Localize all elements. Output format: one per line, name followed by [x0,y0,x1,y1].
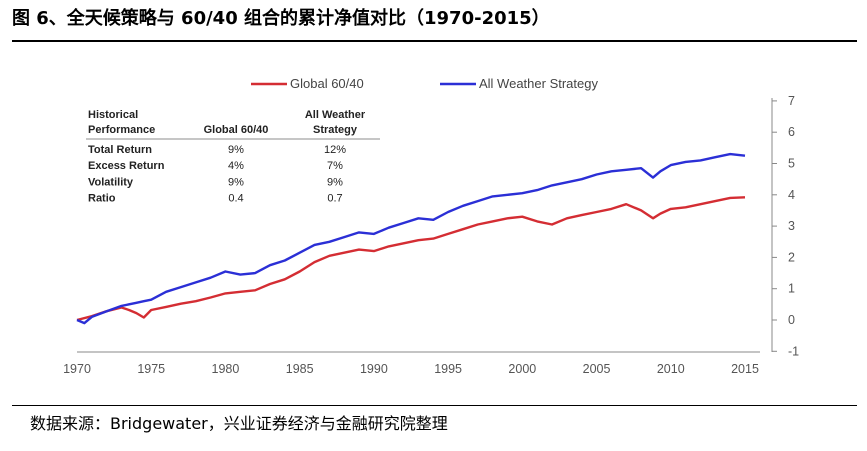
y-tick-label-1: 1 [788,282,795,296]
legend-label-global-6040: Global 60/40 [290,76,364,91]
x-tick-label-2010: 2010 [657,362,685,376]
x-tick-label-1995: 1995 [434,362,462,376]
x-tick-label-1985: 1985 [286,362,314,376]
title-rule [12,40,857,42]
legend-label-all-weather: All Weather Strategy [479,76,598,91]
table-cell-r3-c2: 0.7 [327,193,342,205]
y-tick-label-6: 6 [788,125,795,139]
table-cell-r1-c0: Excess Return [88,160,165,172]
table-cell-r1-c2: 7% [327,160,343,172]
table-cell-r0-c0: Total Return [88,144,152,156]
series-line-all-weather [76,152,746,325]
table-header-col2-line2: Strategy [313,124,358,136]
x-tick-label-1990: 1990 [360,362,388,376]
x-tick-label-2005: 2005 [583,362,611,376]
table-cell-r2-c2: 9% [327,176,343,188]
y-tick-label-5: 5 [788,157,795,171]
y-axis-ticks: 7 6 5 4 3 2 1 0 -1 [772,94,799,358]
table-cell-r2-c0: Volatility [88,176,134,188]
table-header-col0-line2: Performance [88,124,155,136]
y-tick-label-2: 2 [788,250,795,264]
x-tick-label-2015: 2015 [731,362,759,376]
table-cell-r2-c1: 9% [228,176,244,188]
source-rule [12,405,857,406]
figure-title: 图 6、全天候策略与 60/40 组合的累计净值对比（1970-2015） [12,8,550,29]
y-tick-label-4: 4 [788,188,795,202]
legend: Global 60/40 All Weather Strategy [251,76,598,91]
table-header-col2-line1: All Weather [305,109,366,121]
performance-table: Historical Performance Global 60/40 All … [80,103,385,211]
table-header-col1: Global 60/40 [204,124,269,136]
table-rows: Total Return 9% 12% Excess Return 4% 7% Volati… [88,144,346,205]
y-tick-label-0: 0 [788,313,795,327]
source-note: 数据来源：Bridgewater，兴业证券经济与金融研究院整理 [30,414,448,433]
table-cell-r1-c1: 4% [228,160,244,172]
y-tick-label--1: -1 [788,344,799,358]
x-tick-label-1980: 1980 [212,362,240,376]
x-tick-label-2000: 2000 [508,362,536,376]
table-cell-r3-c0: Ratio [88,193,116,205]
table-header-col0-line1: Historical [88,109,138,121]
table-cell-r0-c1: 9% [228,144,244,156]
table-background [80,103,385,211]
x-tick-label-1970: 1970 [63,362,91,376]
y-tick-label-7: 7 [788,94,795,108]
table-cell-r0-c2: 12% [324,144,346,156]
series-line-global-6040 [76,196,746,322]
x-axis-ticks: 1970 1975 1980 1985 1990 1995 2000 2005 2010 2015 [63,362,759,376]
x-tick-label-1975: 1975 [137,362,165,376]
table-cell-r3-c1: 0.4 [228,193,243,205]
y-tick-label-3: 3 [788,219,795,233]
